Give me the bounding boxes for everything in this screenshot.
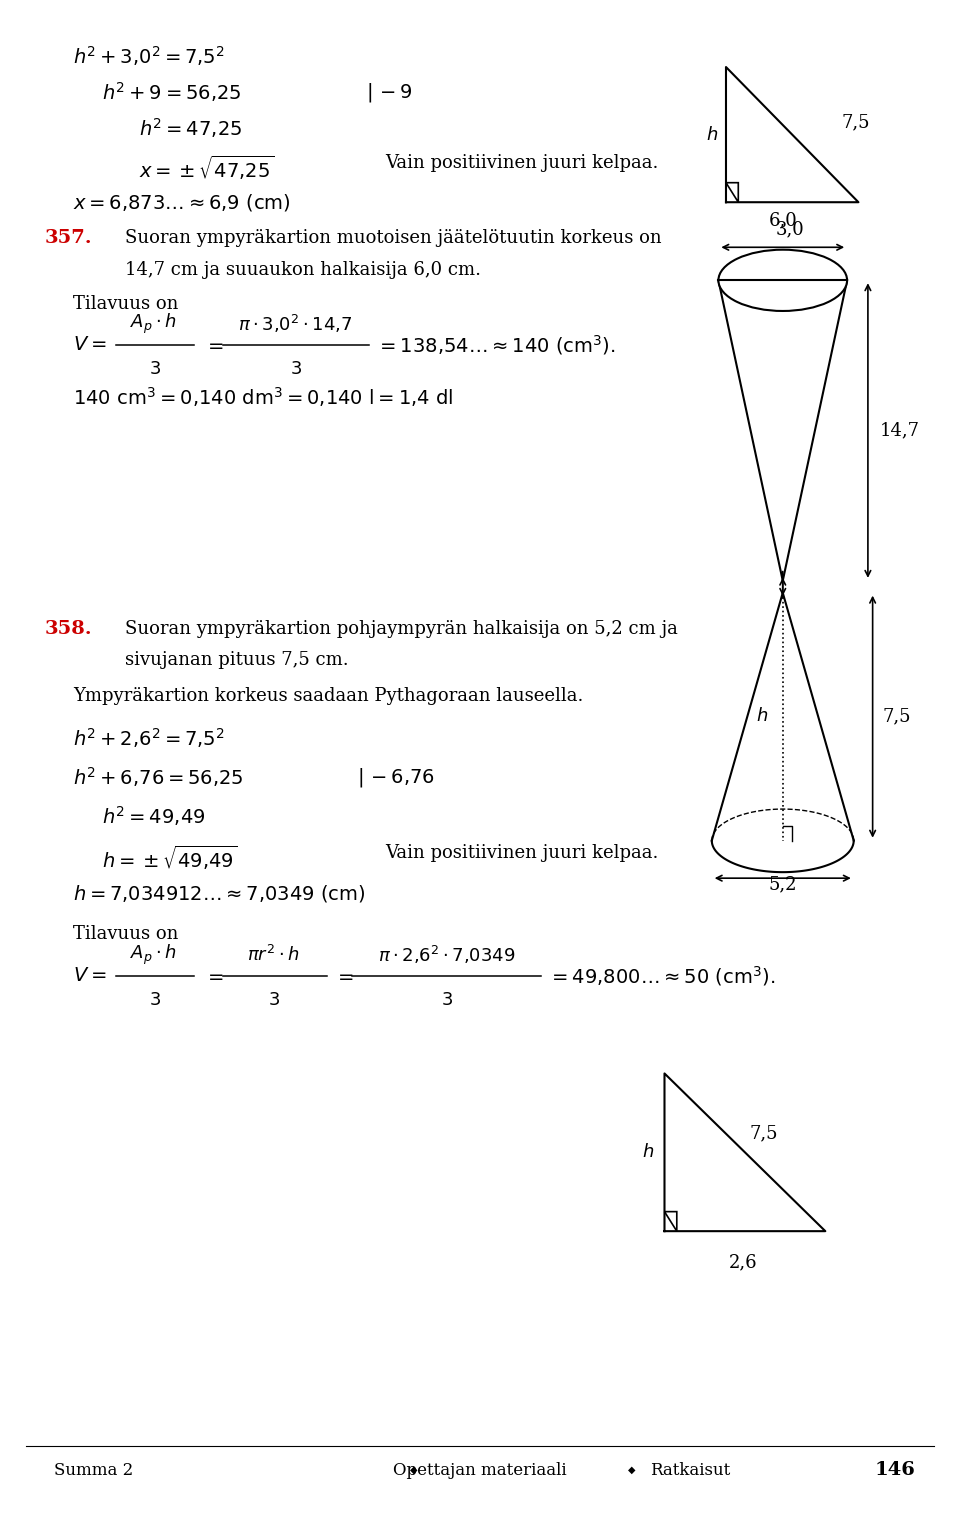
Text: $h$: $h$: [756, 706, 768, 725]
Text: $A_p \cdot h$: $A_p \cdot h$: [131, 312, 177, 337]
Text: $h$: $h$: [706, 126, 718, 144]
Text: 7,5: 7,5: [750, 1125, 779, 1143]
Text: $h^2 = 49{,}49$: $h^2 = 49{,}49$: [102, 805, 205, 828]
Text: 146: 146: [875, 1461, 915, 1480]
Text: $140\ \mathrm{cm}^3=0{,}140\ \mathrm{dm}^3=0{,}140\ \mathrm{l}=1{,}4\ \mathrm{dl: $140\ \mathrm{cm}^3=0{,}140\ \mathrm{dm}…: [73, 385, 453, 409]
Text: $3$: $3$: [268, 991, 279, 1008]
Text: $3$: $3$: [290, 359, 301, 377]
Text: Ympyräkartion korkeus saadaan Pythagoraan lauseella.: Ympyräkartion korkeus saadaan Pythagoraa…: [73, 687, 584, 705]
Text: $|\,-6{,}76$: $|\,-6{,}76$: [357, 766, 435, 788]
Text: sivujanan pituus 7,5 cm.: sivujanan pituus 7,5 cm.: [125, 652, 348, 670]
Text: Suoran ympyräkartion pohjaympyrän halkaisija on 5,2 cm ja: Suoran ympyräkartion pohjaympyrän halkai…: [125, 620, 678, 638]
Text: $=138{,}54{\ldots}\approx 140\ \mathrm{(cm^3)}.$: $=138{,}54{\ldots}\approx 140\ \mathrm{(…: [376, 334, 615, 356]
Text: 6,0: 6,0: [768, 211, 797, 229]
Text: Suoran ympyräkartion muotoisen jäätelötuutin korkeus on: Suoran ympyräkartion muotoisen jäätelötu…: [125, 229, 661, 247]
Text: $h^2 + 3{,}0^2 = 7{,}5^2$: $h^2 + 3{,}0^2 = 7{,}5^2$: [73, 44, 225, 68]
Text: 358.: 358.: [45, 620, 92, 638]
Text: Ratkaisut: Ratkaisut: [650, 1461, 731, 1478]
Text: 5,2: 5,2: [769, 875, 797, 893]
Text: $V=$: $V=$: [73, 967, 107, 985]
Text: $3$: $3$: [441, 991, 453, 1008]
Text: Summa 2: Summa 2: [55, 1461, 133, 1478]
Text: Vain positiivinen juuri kelpaa.: Vain positiivinen juuri kelpaa.: [385, 155, 659, 173]
Text: $h = 7{,}034912{\ldots} \approx 7{,}0349\ \mathrm{(cm)}$: $h = 7{,}034912{\ldots} \approx 7{,}0349…: [73, 882, 366, 904]
Text: $V=$: $V=$: [73, 337, 107, 353]
Text: $h^2 + 9 = 56{,}25$: $h^2 + 9 = 56{,}25$: [102, 80, 241, 105]
Text: Tilavuus on: Tilavuus on: [73, 925, 179, 943]
Text: 14,7 cm ja suuaukon halkaisija 6,0 cm.: 14,7 cm ja suuaukon halkaisija 6,0 cm.: [125, 261, 481, 279]
Text: 14,7: 14,7: [879, 421, 920, 440]
Text: $|\,-9$: $|\,-9$: [367, 80, 413, 103]
Text: 7,5: 7,5: [841, 114, 870, 132]
Ellipse shape: [718, 250, 847, 311]
Text: $=$: $=$: [204, 337, 224, 353]
Text: $h$: $h$: [642, 1143, 655, 1161]
Text: Vain positiivinen juuri kelpaa.: Vain positiivinen juuri kelpaa.: [385, 843, 659, 861]
Text: $\pi\cdot 3{,}0^2\cdot 14{,}7$: $\pi\cdot 3{,}0^2\cdot 14{,}7$: [238, 312, 352, 335]
Text: 3,0: 3,0: [776, 220, 804, 238]
Text: $3$: $3$: [149, 991, 160, 1008]
Text: $A_p \cdot h$: $A_p \cdot h$: [131, 943, 177, 967]
Text: $h^2 + 2{,}6^2 = 7{,}5^2$: $h^2 + 2{,}6^2 = 7{,}5^2$: [73, 726, 225, 750]
Text: ◆: ◆: [410, 1464, 418, 1475]
Text: $=$: $=$: [204, 967, 224, 985]
Text: $\pi r^2\cdot h$: $\pi r^2\cdot h$: [248, 944, 300, 964]
Text: $x = 6{,}873{\ldots} \approx 6{,}9\ \mathrm{(cm)}$: $x = 6{,}873{\ldots} \approx 6{,}9\ \mat…: [73, 191, 291, 212]
Text: $h^2 = 47{,}25$: $h^2 = 47{,}25$: [139, 117, 243, 141]
Text: $x = \pm\sqrt{47{,}25}$: $x = \pm\sqrt{47{,}25}$: [139, 155, 275, 182]
Text: $=49{,}800{\ldots}\approx 50\ \mathrm{(cm^3)}.$: $=49{,}800{\ldots}\approx 50\ \mathrm{(c…: [548, 964, 776, 988]
Text: $=$: $=$: [334, 967, 354, 985]
Text: 357.: 357.: [45, 229, 92, 247]
Text: $3$: $3$: [149, 359, 160, 377]
Text: $\pi\cdot 2{,}6^2\cdot 7{,}0349$: $\pi\cdot 2{,}6^2\cdot 7{,}0349$: [378, 944, 516, 966]
Text: Tilavuus on: Tilavuus on: [73, 296, 179, 314]
Text: 7,5: 7,5: [882, 706, 911, 725]
Text: $h = \pm\sqrt{49{,}49}$: $h = \pm\sqrt{49{,}49}$: [102, 843, 237, 872]
Text: Opettajan materiaali: Opettajan materiaali: [394, 1461, 566, 1478]
Text: ◆: ◆: [628, 1464, 636, 1475]
Text: 2,6: 2,6: [729, 1254, 757, 1272]
Text: $h^2 + 6{,}76 = 56{,}25$: $h^2 + 6{,}76 = 56{,}25$: [73, 766, 244, 790]
